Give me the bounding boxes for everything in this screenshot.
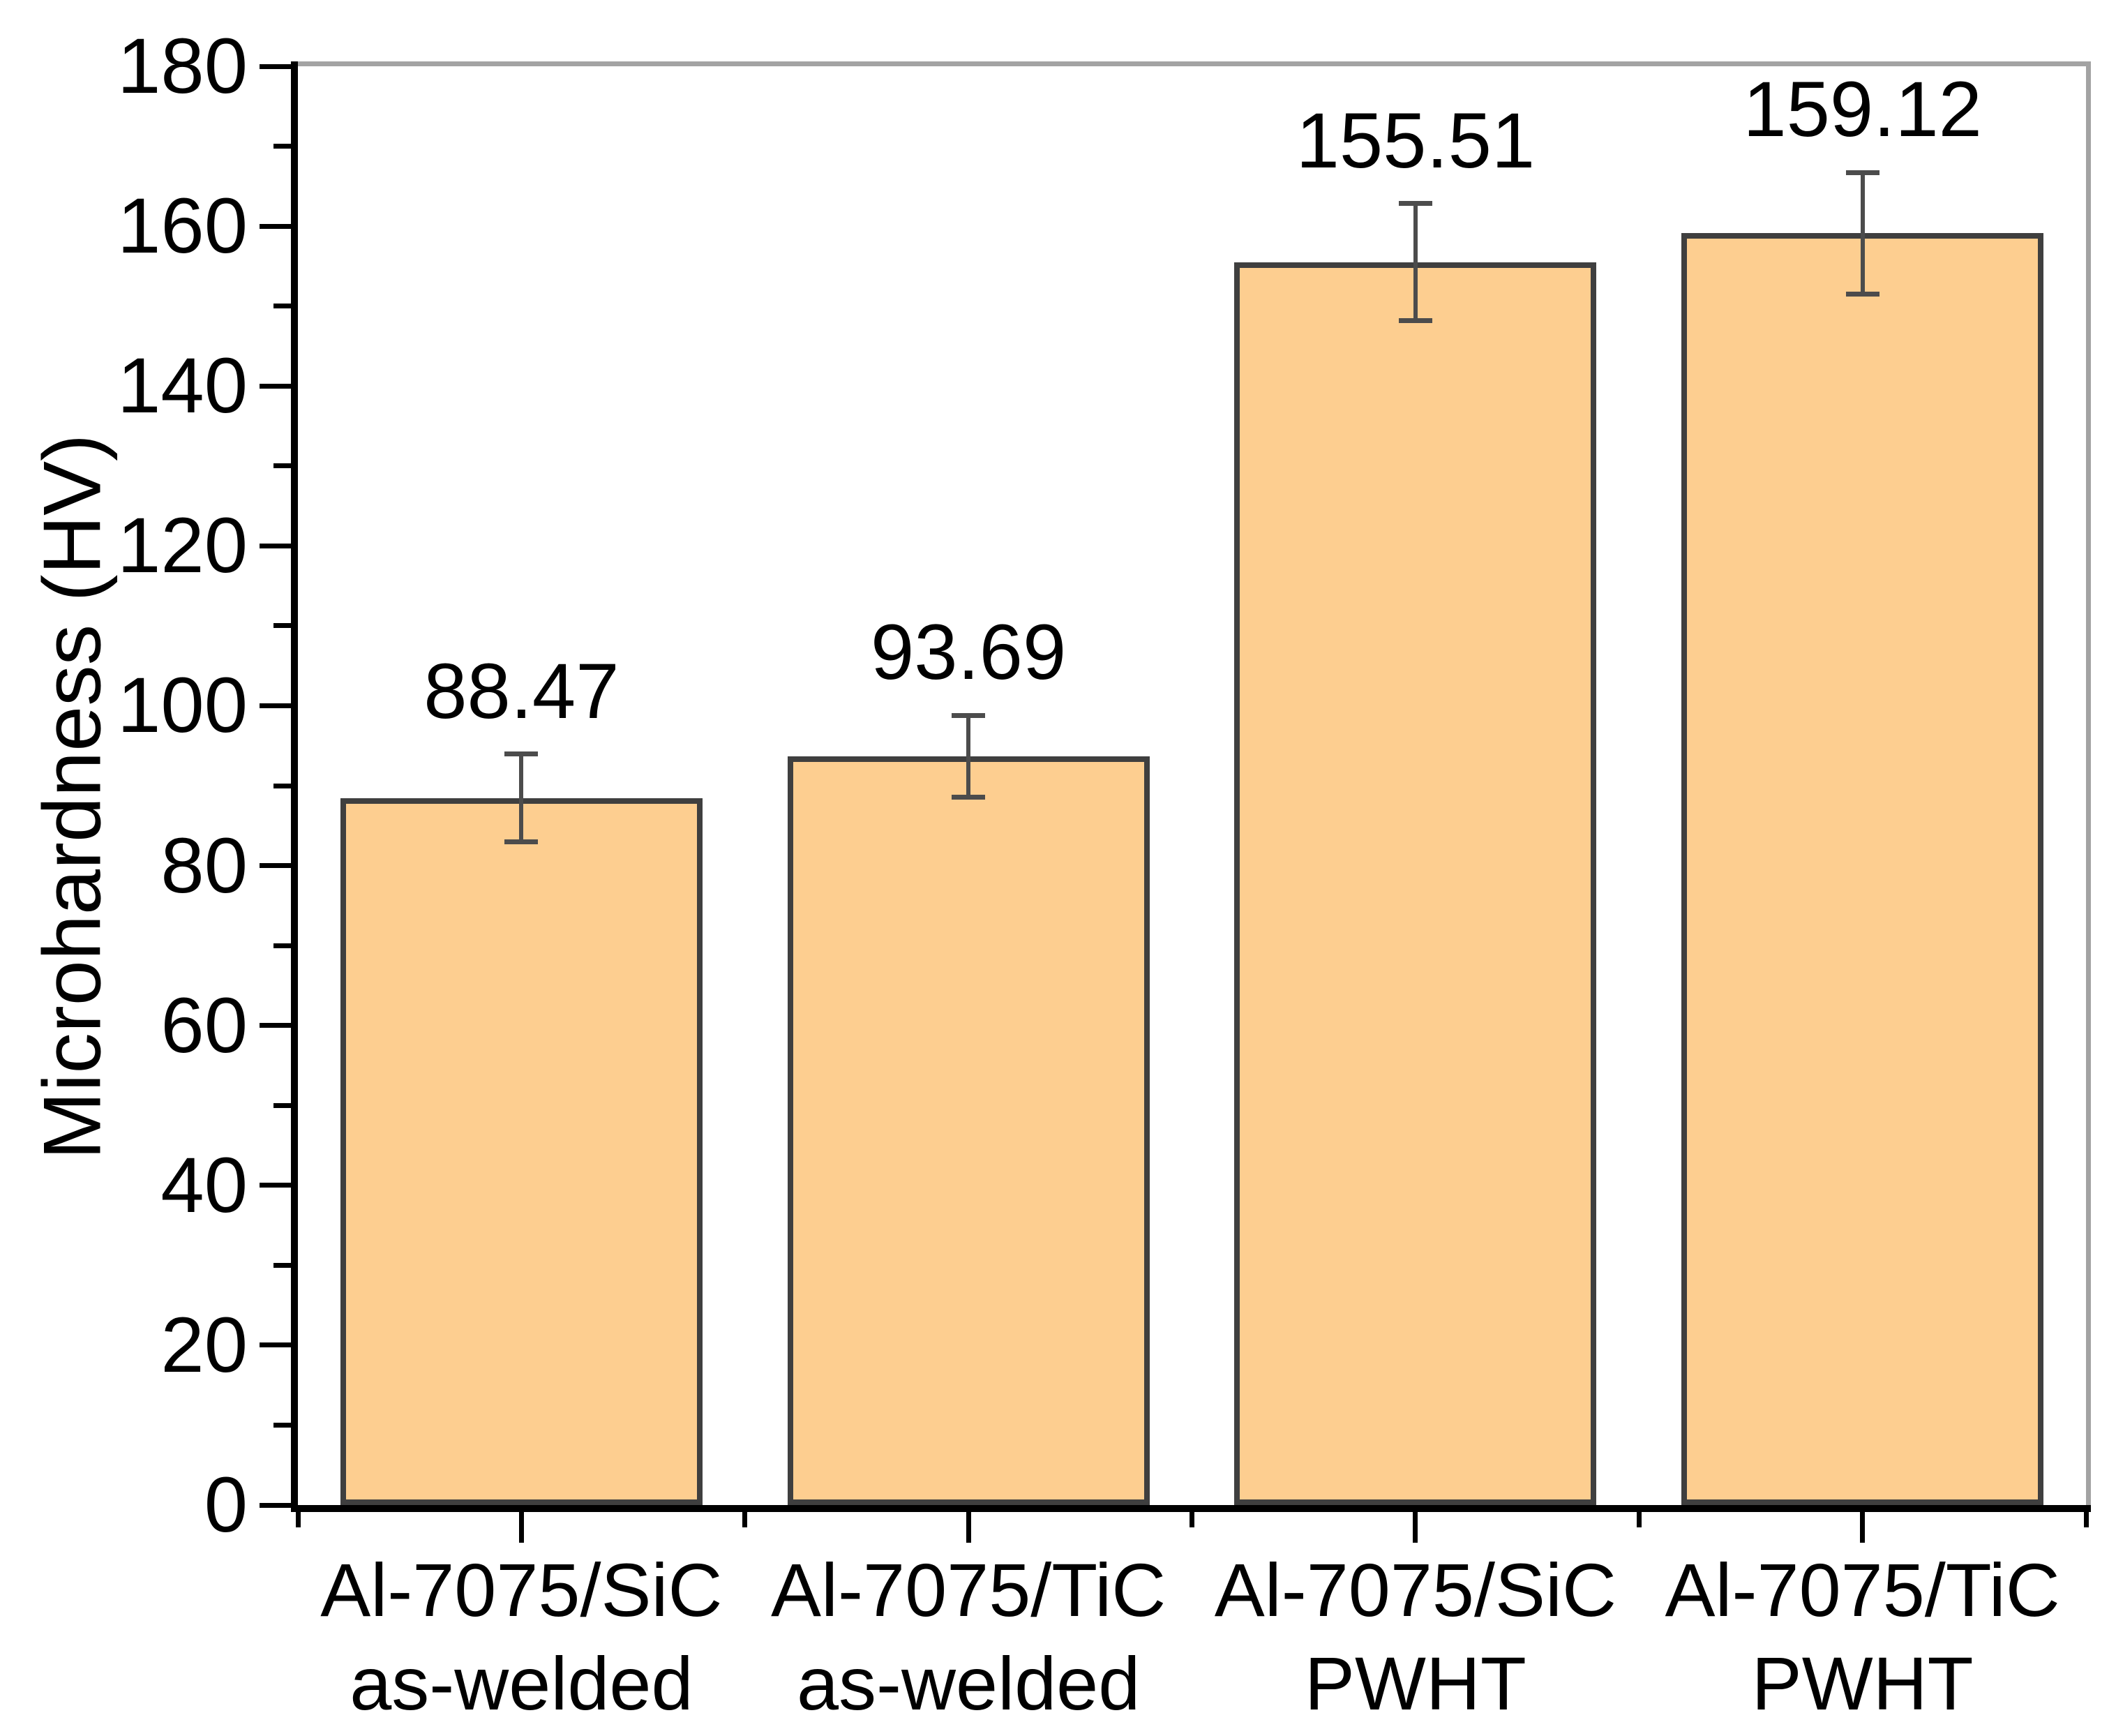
y-major-tick <box>260 63 291 69</box>
y-major-tick <box>260 1183 291 1188</box>
bar-value-label: 159.12 <box>1743 66 1982 154</box>
y-minor-tick <box>273 1262 291 1268</box>
x-category-label-line2: PWHT <box>1304 1641 1526 1726</box>
x-minor-tick <box>742 1512 748 1527</box>
x-minor-tick <box>295 1512 301 1527</box>
y-minor-tick <box>273 463 291 469</box>
x-major-tick <box>1413 1512 1418 1543</box>
bar <box>1234 262 1597 1505</box>
y-minor-tick <box>273 1102 291 1108</box>
error-bar <box>519 754 524 842</box>
x-minor-tick <box>1636 1512 1642 1527</box>
error-bar <box>966 715 971 798</box>
y-tick-label: 40 <box>160 1141 248 1229</box>
y-major-tick <box>260 543 291 548</box>
y-tick-label: 20 <box>160 1301 248 1389</box>
error-bar-cap-top <box>1845 170 1879 175</box>
y-major-tick <box>260 1023 291 1028</box>
x-category-label-line1: Al-7075/SiC <box>1214 1548 1617 1632</box>
y-major-tick <box>260 1502 291 1508</box>
x-major-tick <box>966 1512 971 1543</box>
x-category-label-line1: Al-7075/TiC <box>771 1548 1166 1632</box>
y-major-tick <box>260 863 291 869</box>
y-minor-tick <box>273 144 291 149</box>
bar <box>340 798 703 1505</box>
plot-frame-right <box>2086 61 2091 1512</box>
error-bar-cap-bottom <box>504 839 539 845</box>
y-tick-label: 180 <box>117 22 248 110</box>
error-bar-cap-top <box>1398 201 1432 207</box>
x-category-label: Al-7075/SiC as-welded <box>298 1543 744 1730</box>
error-bar-cap-top <box>952 712 986 718</box>
x-category-label-line1: Al-7075/TiC <box>1665 1548 2060 1632</box>
bar <box>1681 233 2044 1505</box>
y-tick-label: 140 <box>117 342 248 430</box>
y-major-tick <box>260 383 291 389</box>
y-major-tick <box>260 703 291 708</box>
x-minor-tick <box>2083 1512 2089 1527</box>
bar-value-label: 88.47 <box>423 647 620 735</box>
x-category-label-line2: as-welded <box>796 1641 1141 1726</box>
plot-frame-top <box>291 61 2091 66</box>
x-category-label: Al-7075/TiC as-welded <box>745 1543 1192 1730</box>
y-minor-tick <box>273 623 291 629</box>
y-minor-tick <box>273 1422 291 1428</box>
x-category-label: Al-7075/TiC PWHT <box>1639 1543 2086 1730</box>
y-tick-label: 120 <box>117 502 248 590</box>
error-bar-cap-bottom <box>1845 291 1879 297</box>
x-category-label-line1: Al-7075/SiC <box>320 1548 723 1632</box>
x-category-label-line2: as-welded <box>350 1641 693 1726</box>
y-minor-tick <box>273 304 291 309</box>
error-bar <box>1860 172 1865 294</box>
bar-value-label: 155.51 <box>1296 96 1536 184</box>
x-category-label-line2: PWHT <box>1751 1641 1974 1726</box>
x-category-label: Al-7075/SiC PWHT <box>1192 1543 1639 1730</box>
y-tick-label: 80 <box>160 821 248 909</box>
x-major-tick <box>1860 1512 1866 1543</box>
error-bar-cap-bottom <box>1398 317 1432 323</box>
y-minor-tick <box>273 943 291 948</box>
y-tick-label: 60 <box>160 981 248 1069</box>
y-major-tick <box>260 1342 291 1348</box>
bar <box>787 756 1150 1505</box>
y-tick-label: 0 <box>204 1461 248 1548</box>
y-axis-line <box>291 61 298 1512</box>
y-tick-label: 160 <box>117 182 248 270</box>
error-bar-cap-bottom <box>952 794 986 800</box>
bar-value-label: 93.69 <box>870 608 1067 696</box>
x-major-tick <box>518 1512 524 1543</box>
x-axis-line <box>291 1505 2091 1512</box>
x-minor-tick <box>1190 1512 1194 1527</box>
error-bar <box>1413 203 1418 321</box>
error-bar-cap-top <box>504 751 539 757</box>
y-minor-tick <box>273 783 291 788</box>
y-major-tick <box>260 223 291 229</box>
y-tick-label: 100 <box>117 661 248 749</box>
